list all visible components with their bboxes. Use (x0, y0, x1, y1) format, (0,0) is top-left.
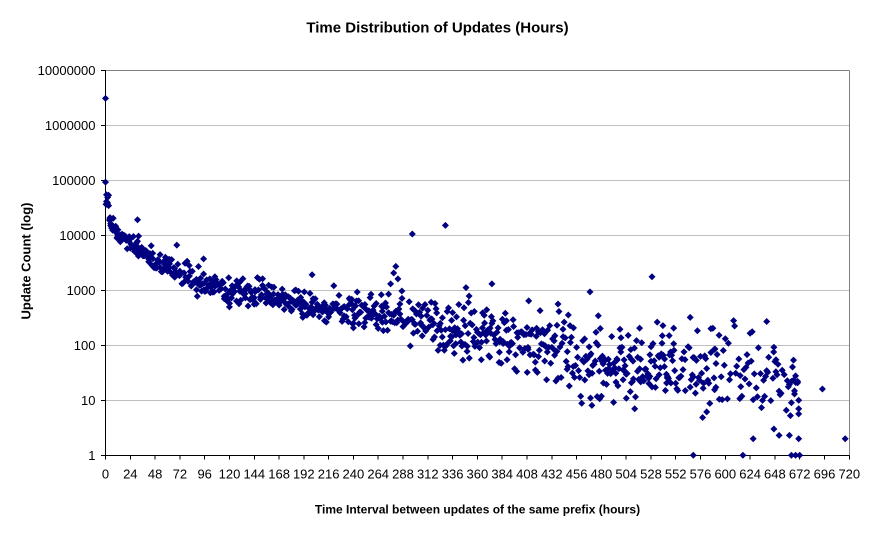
svg-text:100: 100 (74, 338, 96, 353)
svg-text:Time Distribution of Updates (: Time Distribution of Updates (Hours) (306, 20, 568, 37)
svg-text:672: 672 (789, 466, 811, 481)
svg-text:528: 528 (640, 466, 662, 481)
svg-text:264: 264 (367, 466, 389, 481)
svg-text:144: 144 (243, 466, 265, 481)
svg-text:0: 0 (102, 466, 109, 481)
svg-text:720: 720 (838, 466, 860, 481)
svg-text:168: 168 (268, 466, 290, 481)
svg-text:624: 624 (739, 466, 761, 481)
svg-text:120: 120 (219, 466, 241, 481)
svg-text:240: 240 (343, 466, 365, 481)
svg-text:552: 552 (665, 466, 687, 481)
svg-text:192: 192 (293, 466, 315, 481)
svg-text:504: 504 (615, 466, 637, 481)
svg-text:72: 72 (173, 466, 187, 481)
svg-text:216: 216 (318, 466, 340, 481)
svg-text:384: 384 (491, 466, 513, 481)
svg-text:Time Interval between updates: Time Interval between updates of the sam… (315, 503, 640, 517)
svg-text:1000: 1000 (67, 283, 96, 298)
svg-text:Update Count (log): Update Count (log) (19, 203, 34, 320)
svg-text:648: 648 (764, 466, 786, 481)
svg-text:288: 288 (392, 466, 414, 481)
svg-text:10000000: 10000000 (38, 63, 96, 78)
svg-text:100000: 100000 (52, 173, 95, 188)
svg-text:10000: 10000 (59, 228, 95, 243)
svg-text:696: 696 (814, 466, 836, 481)
svg-text:408: 408 (516, 466, 538, 481)
svg-text:96: 96 (197, 466, 211, 481)
svg-text:312: 312 (417, 466, 439, 481)
svg-text:1: 1 (88, 448, 95, 463)
svg-text:1000000: 1000000 (45, 118, 96, 133)
svg-text:576: 576 (690, 466, 712, 481)
svg-text:48: 48 (148, 466, 162, 481)
svg-text:456: 456 (566, 466, 588, 481)
svg-text:600: 600 (714, 466, 736, 481)
svg-text:480: 480 (591, 466, 613, 481)
svg-text:24: 24 (123, 466, 137, 481)
svg-text:432: 432 (541, 466, 563, 481)
svg-text:336: 336 (442, 466, 464, 481)
svg-text:360: 360 (467, 466, 489, 481)
svg-text:10: 10 (81, 393, 95, 408)
